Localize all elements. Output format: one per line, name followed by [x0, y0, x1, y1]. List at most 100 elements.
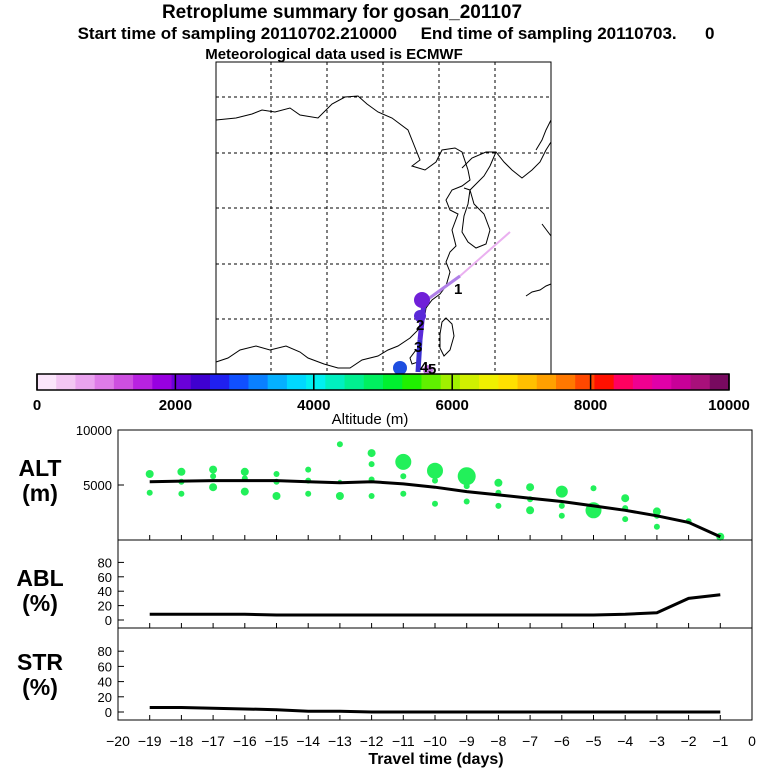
- y-tick-label: 40: [98, 675, 112, 690]
- colorbar-swatch: [133, 374, 153, 390]
- cluster-point: [400, 490, 407, 497]
- cluster-point: [272, 492, 281, 500]
- cluster-point: [457, 467, 476, 486]
- cluster-point: [305, 490, 312, 497]
- colorbar-tick-labels: 0 2000 4000 6000 8000 10000: [33, 397, 750, 414]
- cluster-point: [495, 502, 502, 509]
- y-tick-label: 60: [98, 659, 112, 674]
- plume-labels: 1 2 3 4 5: [414, 281, 462, 378]
- y-tick-label: 80: [98, 644, 112, 659]
- cluster-point: [240, 487, 249, 496]
- cluster-point: [305, 466, 312, 473]
- colorbar-swatch: [363, 374, 384, 390]
- plume-marker: [393, 361, 407, 375]
- cluster-point: [209, 483, 218, 492]
- cluster-point: [558, 502, 565, 509]
- colorbar-swatch: [536, 374, 557, 390]
- x-tick-label: −10: [423, 733, 447, 749]
- plume-label: 5: [428, 361, 436, 378]
- sampling-time-line: Start time of sampling 20110702.210000 E…: [77, 24, 715, 43]
- colorbar-swatch: [402, 374, 422, 390]
- colorbar-tick-label: 4000: [297, 397, 330, 414]
- x-tick-label: −19: [138, 733, 162, 749]
- colorbar-tick-label: 0: [33, 397, 41, 414]
- colorbar-swatch: [229, 374, 249, 390]
- colorbar-swatch: [517, 374, 538, 390]
- cluster-point: [653, 523, 660, 530]
- cluster-point: [240, 467, 249, 476]
- cluster-point: [368, 493, 375, 499]
- cluster-point: [526, 483, 535, 492]
- x-tick-label: −18: [170, 733, 194, 749]
- chart-title: Retroplume summary for gosan_201107: [161, 2, 523, 23]
- colorbar-swatch: [344, 374, 365, 390]
- colorbar-swatch: [190, 374, 211, 390]
- cluster-point: [395, 453, 412, 470]
- trajectory-map: 1 2 3 4 5: [215, 61, 552, 378]
- colorbar-swatch: [37, 374, 57, 390]
- x-tick-label: −20: [106, 733, 130, 749]
- x-tick-label: −5: [586, 733, 602, 749]
- cluster-point: [273, 471, 280, 477]
- cluster-point: [146, 489, 153, 496]
- map-graticule: [216, 62, 551, 374]
- plume-label: 2: [416, 317, 424, 334]
- coastlines: [215, 95, 552, 369]
- x-tick-label: −7: [522, 733, 538, 749]
- colorbar-swatch: [75, 374, 96, 390]
- colorbar-swatch: [613, 374, 634, 390]
- y-tick-label: 20: [98, 599, 112, 614]
- x-tick-label: 0: [748, 733, 756, 749]
- met-data-line: Meteorological data used is ECMWF: [205, 46, 463, 63]
- cluster-point: [590, 485, 597, 492]
- alt-panel-label: ALT (m): [18, 455, 62, 506]
- cluster-point: [463, 483, 470, 490]
- x-tick-label: −11: [392, 733, 415, 749]
- cluster-point: [558, 512, 565, 519]
- colorbar-tick-label: 10000: [708, 397, 750, 414]
- colorbar-swatch: [556, 374, 576, 390]
- str-frame: [117, 627, 753, 721]
- cluster-point: [336, 441, 343, 448]
- colorbar-swatch: [690, 374, 711, 390]
- colorbar-swatch: [94, 374, 115, 390]
- colorbar-swatch: [383, 374, 403, 390]
- x-tick-label: −12: [360, 733, 384, 749]
- x-tick-label: −15: [265, 733, 289, 749]
- x-tick-label: −9: [459, 733, 475, 749]
- cluster-point: [177, 467, 186, 476]
- y-tick-label: 10000: [76, 423, 112, 438]
- colorbar-swatch: [210, 374, 230, 390]
- y-tick-label: 60: [98, 570, 112, 585]
- cluster-point: [400, 473, 407, 480]
- colorbar-swatch: [325, 374, 346, 390]
- plume-marker: [414, 310, 426, 322]
- abl-line: [149, 593, 721, 617]
- colorbar-tick-label: 2000: [159, 397, 192, 414]
- plume-label: 4: [420, 359, 429, 376]
- colorbar-tick-label: 6000: [436, 397, 469, 414]
- y-tick-label: 40: [98, 584, 112, 599]
- alt-panel: 10000 5000: [76, 423, 753, 541]
- cluster-point: [622, 516, 629, 523]
- colorbar-tick-label: 8000: [574, 397, 607, 414]
- cluster-point: [427, 462, 443, 479]
- cluster-point: [368, 461, 375, 468]
- cluster-point: [494, 478, 503, 487]
- cluster-point: [432, 500, 438, 507]
- str-line: [149, 705, 721, 714]
- cluster-point: [463, 498, 470, 505]
- x-tick-label: −2: [681, 733, 697, 749]
- cluster-point: [652, 507, 661, 516]
- colorbar-swatch: [306, 374, 326, 390]
- y-tick-label: 20: [98, 690, 112, 705]
- y-tick-label: 5000: [83, 478, 112, 493]
- cluster-point: [432, 477, 438, 484]
- colorbar-swatch: [498, 374, 519, 390]
- colorbar-label: Altitude (m): [332, 411, 409, 428]
- colorbar-swatch: [267, 374, 288, 390]
